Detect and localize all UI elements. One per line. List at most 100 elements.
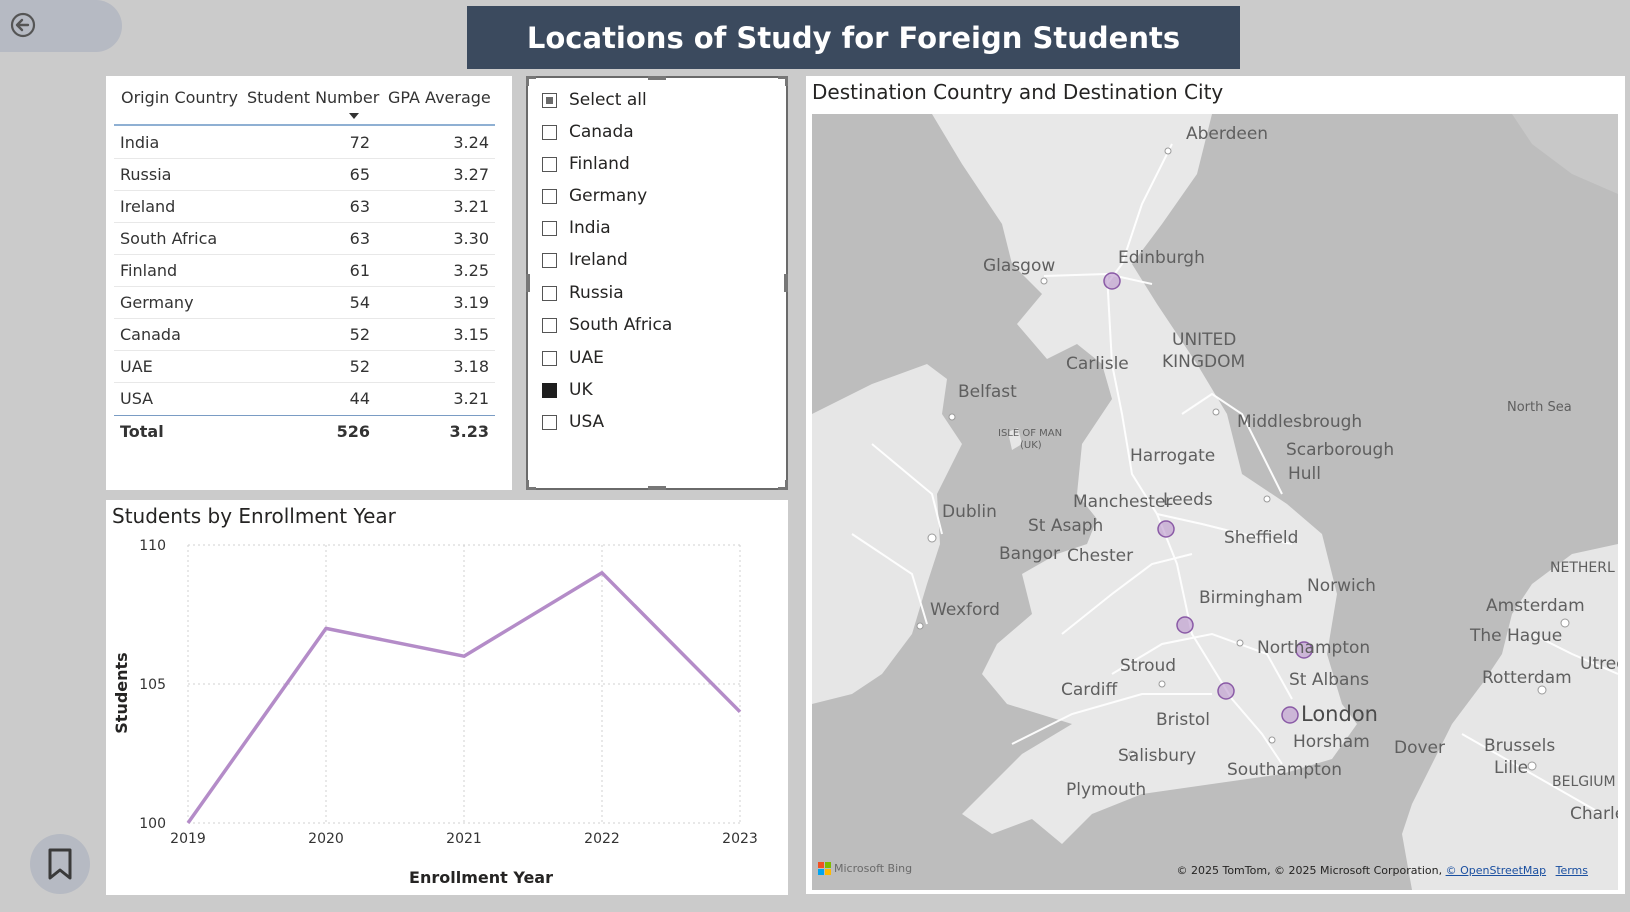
y-axis-title: Students bbox=[112, 652, 131, 733]
checkbox[interactable] bbox=[542, 188, 557, 204]
resize-handle[interactable] bbox=[526, 487, 536, 490]
map-label: The Hague bbox=[1470, 626, 1563, 646]
page-title: Locations of Study for Foreign Students bbox=[467, 6, 1240, 69]
header-student-number[interactable]: Student Number bbox=[247, 88, 380, 107]
checkbox-partial[interactable] bbox=[542, 92, 557, 108]
map-data-marker[interactable] bbox=[1217, 682, 1235, 700]
attribution-text: © 2025 TomTom, © 2025 Microsoft Corporat… bbox=[1176, 864, 1443, 877]
resize-handle[interactable] bbox=[778, 76, 788, 79]
cell-gpa: 3.15 bbox=[453, 325, 489, 344]
resize-handle[interactable] bbox=[526, 76, 536, 79]
map-data-marker[interactable] bbox=[1295, 641, 1313, 659]
map-label: Norwich bbox=[1307, 576, 1376, 596]
map-label: Utrec bbox=[1580, 654, 1618, 674]
slicer-option-russia[interactable]: Russia bbox=[542, 281, 624, 305]
map-label: Wexford bbox=[930, 600, 1000, 620]
checkbox[interactable] bbox=[542, 156, 557, 172]
map-label: Manchester bbox=[1073, 492, 1173, 512]
checkbox[interactable] bbox=[542, 124, 557, 140]
checkbox[interactable] bbox=[542, 220, 557, 236]
resize-handle[interactable] bbox=[778, 487, 788, 490]
table-row[interactable]: Canada 52 3.15 bbox=[114, 318, 495, 351]
table-row[interactable]: South Africa 63 3.30 bbox=[114, 222, 495, 255]
resize-handle[interactable] bbox=[648, 486, 666, 490]
map-label: (UK) bbox=[1020, 440, 1042, 451]
x-tick-label: 2023 bbox=[722, 831, 758, 847]
map-label: St Asaph bbox=[1028, 516, 1104, 536]
map-label: Bristol bbox=[1156, 710, 1211, 730]
x-tick-label: 2019 bbox=[170, 831, 206, 847]
option-label: South Africa bbox=[569, 315, 673, 335]
slicer-option-finland[interactable]: Finland bbox=[542, 152, 630, 176]
map-label: BELGIUM bbox=[1552, 774, 1616, 790]
map-label: Charle bbox=[1570, 804, 1618, 824]
header-gpa-average[interactable]: GPA Average bbox=[388, 88, 491, 107]
resize-handle[interactable] bbox=[785, 480, 788, 490]
checkbox-checked[interactable] bbox=[542, 382, 557, 398]
resize-handle[interactable] bbox=[526, 480, 529, 490]
resize-handle[interactable] bbox=[648, 76, 666, 80]
slicer-option-india[interactable]: India bbox=[542, 216, 611, 240]
bookmark-button[interactable] bbox=[30, 834, 90, 894]
slicer-option-uae[interactable]: UAE bbox=[542, 346, 604, 370]
cell-country: USA bbox=[120, 389, 154, 408]
map-label: Sheffield bbox=[1224, 528, 1299, 548]
checkbox[interactable] bbox=[542, 317, 557, 333]
option-label: UK bbox=[569, 380, 593, 400]
slicer-option-south-africa[interactable]: South Africa bbox=[542, 313, 672, 337]
slicer-option-ireland[interactable]: Ireland bbox=[542, 248, 628, 272]
table-row[interactable]: USA 44 3.21 bbox=[114, 382, 495, 414]
total-students: 526 bbox=[336, 422, 370, 441]
back-arrow-icon bbox=[10, 12, 36, 38]
option-label: Russia bbox=[569, 283, 624, 303]
map-label: Brussels bbox=[1484, 736, 1556, 756]
resize-handle[interactable] bbox=[785, 76, 788, 86]
map-data-marker[interactable] bbox=[1281, 706, 1299, 724]
openstreetmap-link[interactable]: © OpenStreetMap bbox=[1445, 864, 1547, 877]
map-data-marker[interactable] bbox=[1157, 520, 1175, 538]
y-tick-label: 110 bbox=[139, 538, 166, 554]
map-canvas[interactable]: Aberdeen Edinburgh Glasgow UNITED KINGDO… bbox=[812, 114, 1618, 890]
back-button[interactable] bbox=[0, 0, 122, 52]
cell-students: 54 bbox=[349, 293, 370, 312]
cell-gpa: 3.21 bbox=[453, 389, 489, 408]
axis-ticks: 100 105 110 2019 2020 2021 2022 2023 bbox=[139, 538, 758, 847]
map-label: Glasgow bbox=[983, 256, 1056, 276]
table-row[interactable]: Russia 65 3.27 bbox=[114, 158, 495, 191]
slicer-option-canada[interactable]: Canada bbox=[542, 120, 634, 144]
map-data-marker[interactable] bbox=[1103, 272, 1121, 290]
microsoft-logo-icon bbox=[818, 862, 831, 875]
cell-country: Canada bbox=[120, 325, 181, 344]
table-row[interactable]: India 72 3.24 bbox=[114, 126, 495, 159]
resize-handle[interactable] bbox=[784, 274, 788, 292]
slicer-option-germany[interactable]: Germany bbox=[542, 184, 647, 208]
option-label: Germany bbox=[569, 186, 648, 206]
bing-brand-text: Microsoft Bing bbox=[834, 862, 913, 875]
checkbox[interactable] bbox=[542, 414, 557, 430]
header-origin-country[interactable]: Origin Country bbox=[121, 88, 239, 107]
map-label: Salisbury bbox=[1118, 746, 1197, 766]
option-label: India bbox=[569, 218, 611, 238]
map-label: Rotterdam bbox=[1482, 668, 1572, 688]
y-tick-label: 105 bbox=[139, 677, 166, 693]
map-data-marker[interactable] bbox=[1176, 616, 1194, 634]
map-label: London bbox=[1301, 702, 1378, 726]
slicer-option-select-all[interactable]: Select all bbox=[542, 88, 647, 112]
table-row[interactable]: UAE 52 3.18 bbox=[114, 350, 495, 383]
resize-handle[interactable] bbox=[526, 76, 529, 86]
resize-handle[interactable] bbox=[526, 274, 530, 292]
map-label: North Sea bbox=[1507, 400, 1572, 415]
series-line[interactable] bbox=[186, 571, 742, 825]
slicer-option-uk[interactable]: UK bbox=[542, 378, 593, 402]
table-row[interactable]: Ireland 63 3.21 bbox=[114, 190, 495, 223]
x-axis-title: Enrollment Year bbox=[409, 868, 553, 887]
table-row[interactable]: Germany 54 3.19 bbox=[114, 286, 495, 319]
map-landmass bbox=[812, 114, 1618, 890]
checkbox[interactable] bbox=[542, 350, 557, 366]
checkbox[interactable] bbox=[542, 285, 557, 301]
terms-link[interactable]: Terms bbox=[1555, 864, 1588, 877]
slicer-option-usa[interactable]: USA bbox=[542, 410, 604, 434]
checkbox[interactable] bbox=[542, 252, 557, 268]
map-label: Belfast bbox=[958, 382, 1017, 402]
table-row[interactable]: Finland 61 3.25 bbox=[114, 254, 495, 287]
